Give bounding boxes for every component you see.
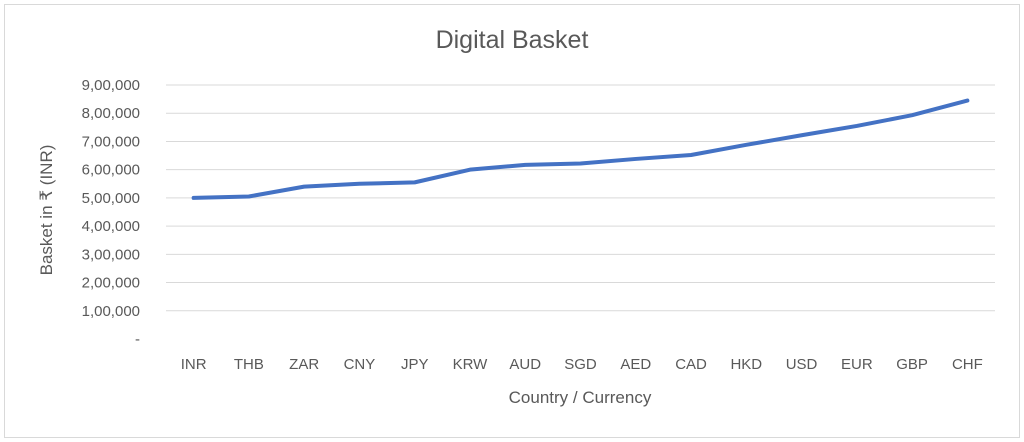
y-tick-label: 9,00,000 [82, 77, 140, 94]
chart-title: Digital Basket [436, 26, 589, 54]
x-tick-label: CAD [675, 356, 707, 373]
series-line [191, 98, 970, 200]
x-tick-label: EUR [841, 356, 873, 373]
y-tick-label: 8,00,000 [82, 105, 140, 122]
x-axis-title: Country / Currency [509, 388, 652, 407]
y-tick-label: 5,00,000 [82, 190, 140, 207]
series-group [191, 98, 970, 200]
y-axis-tick-labels: - 1,00,000 2,00,000 3,00,000 4,00,000 5,00,00… [82, 77, 140, 348]
x-tick-label: ZAR [289, 356, 319, 373]
x-tick-label: AED [620, 356, 651, 373]
y-tick-label: - [135, 331, 140, 348]
y-tick-label: 6,00,000 [82, 162, 140, 179]
x-tick-label: GBP [896, 356, 928, 373]
y-tick-label: 3,00,000 [82, 246, 140, 263]
x-tick-label: CHF [952, 356, 983, 373]
y-tick-label: 4,00,000 [82, 218, 140, 235]
x-tick-label: CNY [344, 356, 376, 373]
x-tick-label: USD [786, 356, 818, 373]
y-axis-title: Basket in ₹ (INR) [37, 145, 56, 276]
x-tick-label: KRW [453, 356, 489, 373]
x-axis-tick-labels: INR THB ZAR CNY JPY KRW AUD SGD AED CAD HKD USD EUR G… [181, 356, 983, 373]
chart-frame [4, 4, 1020, 438]
x-tick-label: THB [234, 356, 264, 373]
y-tick-label: 1,00,000 [82, 303, 140, 320]
gridlines [166, 84, 995, 312]
x-tick-label: AUD [509, 356, 541, 373]
x-tick-label: SGD [564, 356, 597, 373]
x-tick-label: JPY [401, 356, 429, 373]
x-tick-label: HKD [730, 356, 762, 373]
y-tick-label: 2,00,000 [82, 275, 140, 292]
x-tick-label: INR [181, 356, 207, 373]
y-tick-label: 7,00,000 [82, 133, 140, 150]
